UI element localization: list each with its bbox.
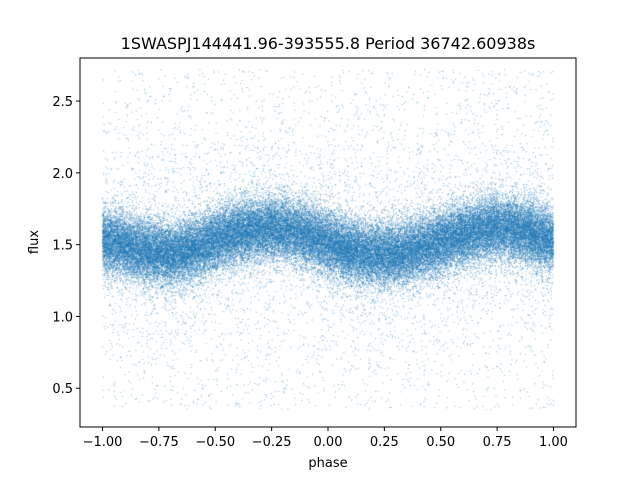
- x-tick-label: 0.75: [483, 435, 512, 450]
- y-axis-title: flux: [27, 230, 42, 254]
- x-tick-label: 1.00: [539, 435, 568, 450]
- x-axis: −1.00 −0.75 −0.50 −0.25 0.00 0.25 0.50 0.75 1.00: [83, 427, 568, 450]
- x-tick-label: −0.50: [195, 435, 235, 450]
- y-tick-label: 1.5: [52, 239, 73, 254]
- x-tick-label: 0.25: [370, 435, 399, 450]
- x-tick-label: 0.50: [426, 435, 455, 450]
- x-tick-label: −0.75: [139, 435, 179, 450]
- y-tick-label: 0.5: [52, 382, 73, 397]
- y-tick-label: 2.0: [52, 167, 73, 182]
- x-tick-label: 0.00: [314, 435, 343, 450]
- scatter-points-layer: [80, 58, 576, 427]
- y-axis: 0.5 1.0 1.5 2.0 2.5: [52, 95, 80, 397]
- y-tick-label: 2.5: [52, 95, 73, 110]
- chart-title: 1SWASPJ144441.96-393555.8 Period 36742.6…: [121, 34, 536, 53]
- x-tick-label: −0.25: [252, 435, 292, 450]
- data-points: [80, 58, 576, 427]
- y-tick-label: 1.0: [52, 310, 73, 325]
- x-tick-label: −1.00: [83, 435, 123, 450]
- x-axis-title: phase: [308, 456, 347, 471]
